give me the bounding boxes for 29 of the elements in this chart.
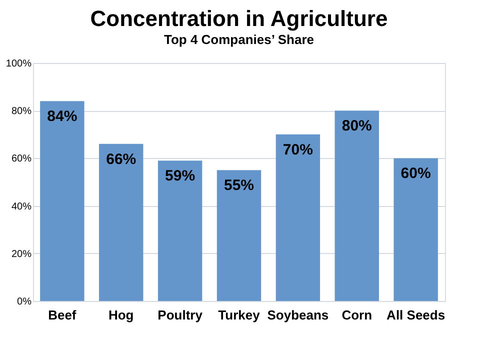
data-label: 60% [400,165,431,182]
y-tick-label: 80% [11,106,32,118]
chart-subtitle: Top 4 Companies’ Share [164,32,314,47]
y-tick-label: 40% [11,201,32,212]
x-tick-label: Corn [342,308,372,322]
bar [216,170,262,301]
chart-title: Concentration in Agriculture [90,6,388,31]
bar [334,110,379,301]
x-tick-label: Hog [108,308,134,322]
bar [158,160,202,301]
y-tick-label: 20% [11,248,32,260]
data-label: 80% [342,118,372,135]
x-tick-label: Beef [48,308,77,322]
y-tick-label: 100% [6,58,32,70]
bar [99,144,144,301]
x-tick-label: Turkey [218,308,261,322]
y-tick-label: 0% [17,296,32,308]
bar [394,158,438,301]
x-tick-label: Soybeans [267,308,329,322]
bar [40,101,84,301]
data-label: 59% [165,168,196,185]
data-label: 66% [106,150,136,168]
y-tick-label: 60% [11,154,32,165]
data-label: 84% [47,108,78,126]
x-tick-label: All Seeds [386,308,446,322]
bar [276,134,320,301]
data-label: 70% [282,141,313,158]
data-label: 55% [224,177,254,194]
x-tick-label: Poultry [158,308,204,322]
